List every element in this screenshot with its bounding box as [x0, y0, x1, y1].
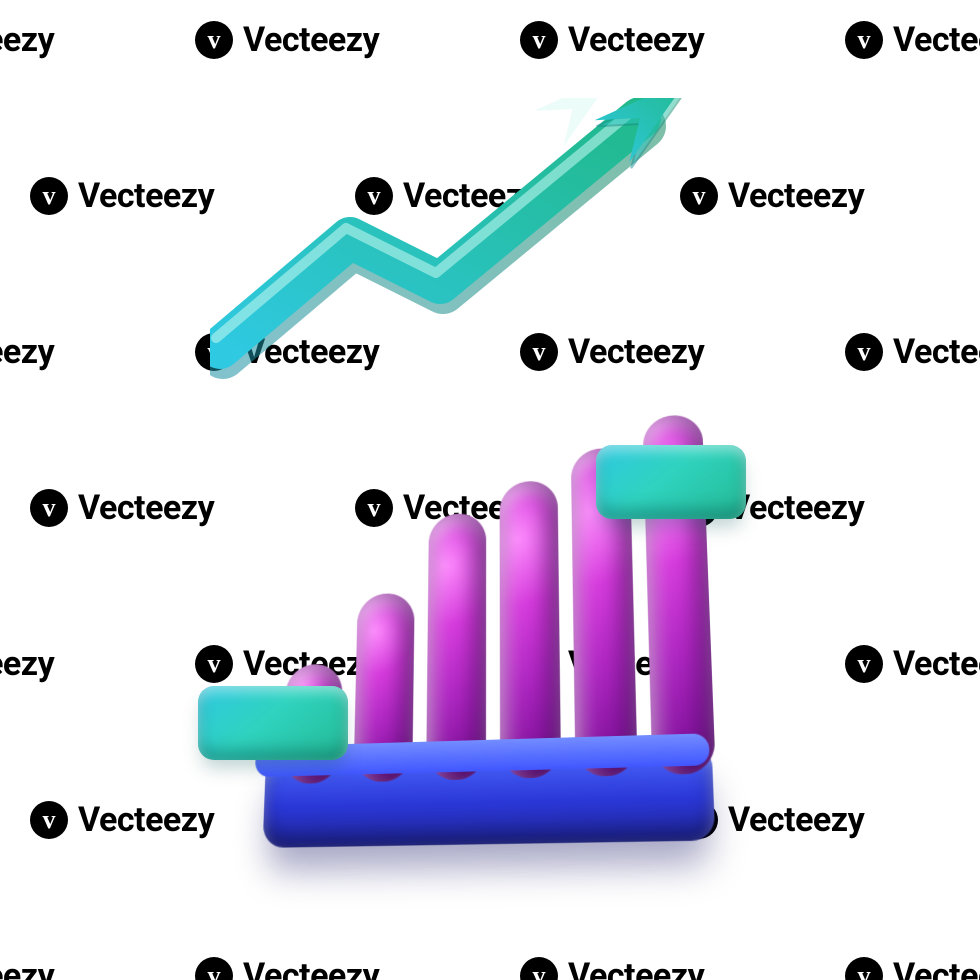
watermark-text: Vecteezy	[0, 956, 54, 980]
watermark-text: Vecteezy	[0, 644, 54, 684]
watermark-tile: vVecteezy	[0, 644, 54, 684]
watermark-tile: v Vecteezy	[195, 956, 379, 980]
watermark-glyph-icon: v	[30, 801, 68, 839]
watermark-text: Vecteezy	[568, 20, 704, 60]
watermark-glyph-icon: v	[195, 957, 233, 980]
watermark-text: Vecteezy	[893, 956, 980, 980]
watermark-tile: v Vecteezy	[355, 176, 539, 216]
watermark-tile: v Vecteezy	[520, 956, 704, 980]
watermark-text: Vecteezy	[568, 956, 704, 980]
watermark-glyph-icon: v	[30, 177, 68, 215]
canvas: v Vecteezy v Vecteezy v Vecteezy v Vecteezy v Vec…	[0, 0, 980, 980]
chart-bar-3	[500, 480, 562, 779]
chart-label-0	[198, 686, 348, 760]
watermark-text: Vecteezy	[0, 20, 54, 60]
watermark-tile: v Vecteezy	[680, 176, 864, 216]
watermark-glyph-icon: v	[845, 957, 883, 980]
chart-bar-1	[353, 592, 414, 782]
watermark-text: Vecteezy	[893, 332, 980, 372]
watermark-text: Vecteezy	[728, 488, 864, 528]
watermark-glyph-icon: v	[845, 645, 883, 683]
watermark-tile: v Vecteezy	[30, 800, 214, 840]
watermark-tile: v Vecteezy	[845, 332, 980, 372]
watermark-tile: v Vecteezy	[520, 332, 704, 372]
watermark-text: Vecteezy	[568, 332, 704, 372]
watermark-tile: v Vecteezy	[30, 176, 214, 216]
watermark-text: Vecteezy	[728, 800, 864, 840]
chart-stage	[253, 367, 743, 858]
watermark-glyph-icon: v	[845, 333, 883, 371]
watermark-text: Vecteezy	[728, 176, 864, 216]
watermark-tile: v Vecteezy	[845, 20, 980, 60]
watermark-glyph-icon: v	[520, 957, 558, 980]
watermark-text: Vecteezy	[403, 176, 539, 216]
watermark-tile: v Vecteezy	[30, 488, 214, 528]
watermark-glyph-icon: v	[355, 177, 393, 215]
chart-scene	[250, 370, 730, 850]
watermark-text: Vecteezy	[0, 332, 54, 372]
watermark-glyph-icon: v	[30, 489, 68, 527]
watermark-glyph-icon: v	[195, 645, 233, 683]
watermark-text: Vecteezy	[78, 488, 214, 528]
watermark-tile: v Vecteezy	[195, 332, 379, 372]
chart-bars-group	[271, 367, 722, 401]
watermark-text: Vecteezy	[243, 332, 379, 372]
watermark-glyph-icon: v	[845, 21, 883, 59]
watermark-tile: vVecteezy	[0, 20, 54, 60]
watermark-tile: v Vecteezy	[845, 956, 980, 980]
watermark-glyph-icon: v	[195, 333, 233, 371]
watermark-tile: v Vecteezy	[845, 644, 980, 684]
watermark-tile: vVecteezy	[0, 956, 54, 980]
watermark-text: Vecteezy	[893, 20, 980, 60]
watermark-glyph-icon: v	[520, 21, 558, 59]
watermark-text: Vecteezy	[78, 800, 214, 840]
watermark-text: Vecteezy	[243, 956, 379, 980]
chart-label-1	[596, 445, 746, 519]
watermark-tile: v Vecteezy	[520, 20, 704, 60]
watermark-glyph-icon: v	[520, 333, 558, 371]
watermark-text: Vecteezy	[893, 644, 980, 684]
watermark-tile: vVecteezy	[0, 332, 54, 372]
watermark-text: Vecteezy	[78, 176, 214, 216]
watermark-tile: v Vecteezy	[195, 20, 379, 60]
watermark-glyph-icon: v	[195, 21, 233, 59]
watermark-glyph-icon: v	[680, 177, 718, 215]
watermark-text: Vecteezy	[243, 20, 379, 60]
